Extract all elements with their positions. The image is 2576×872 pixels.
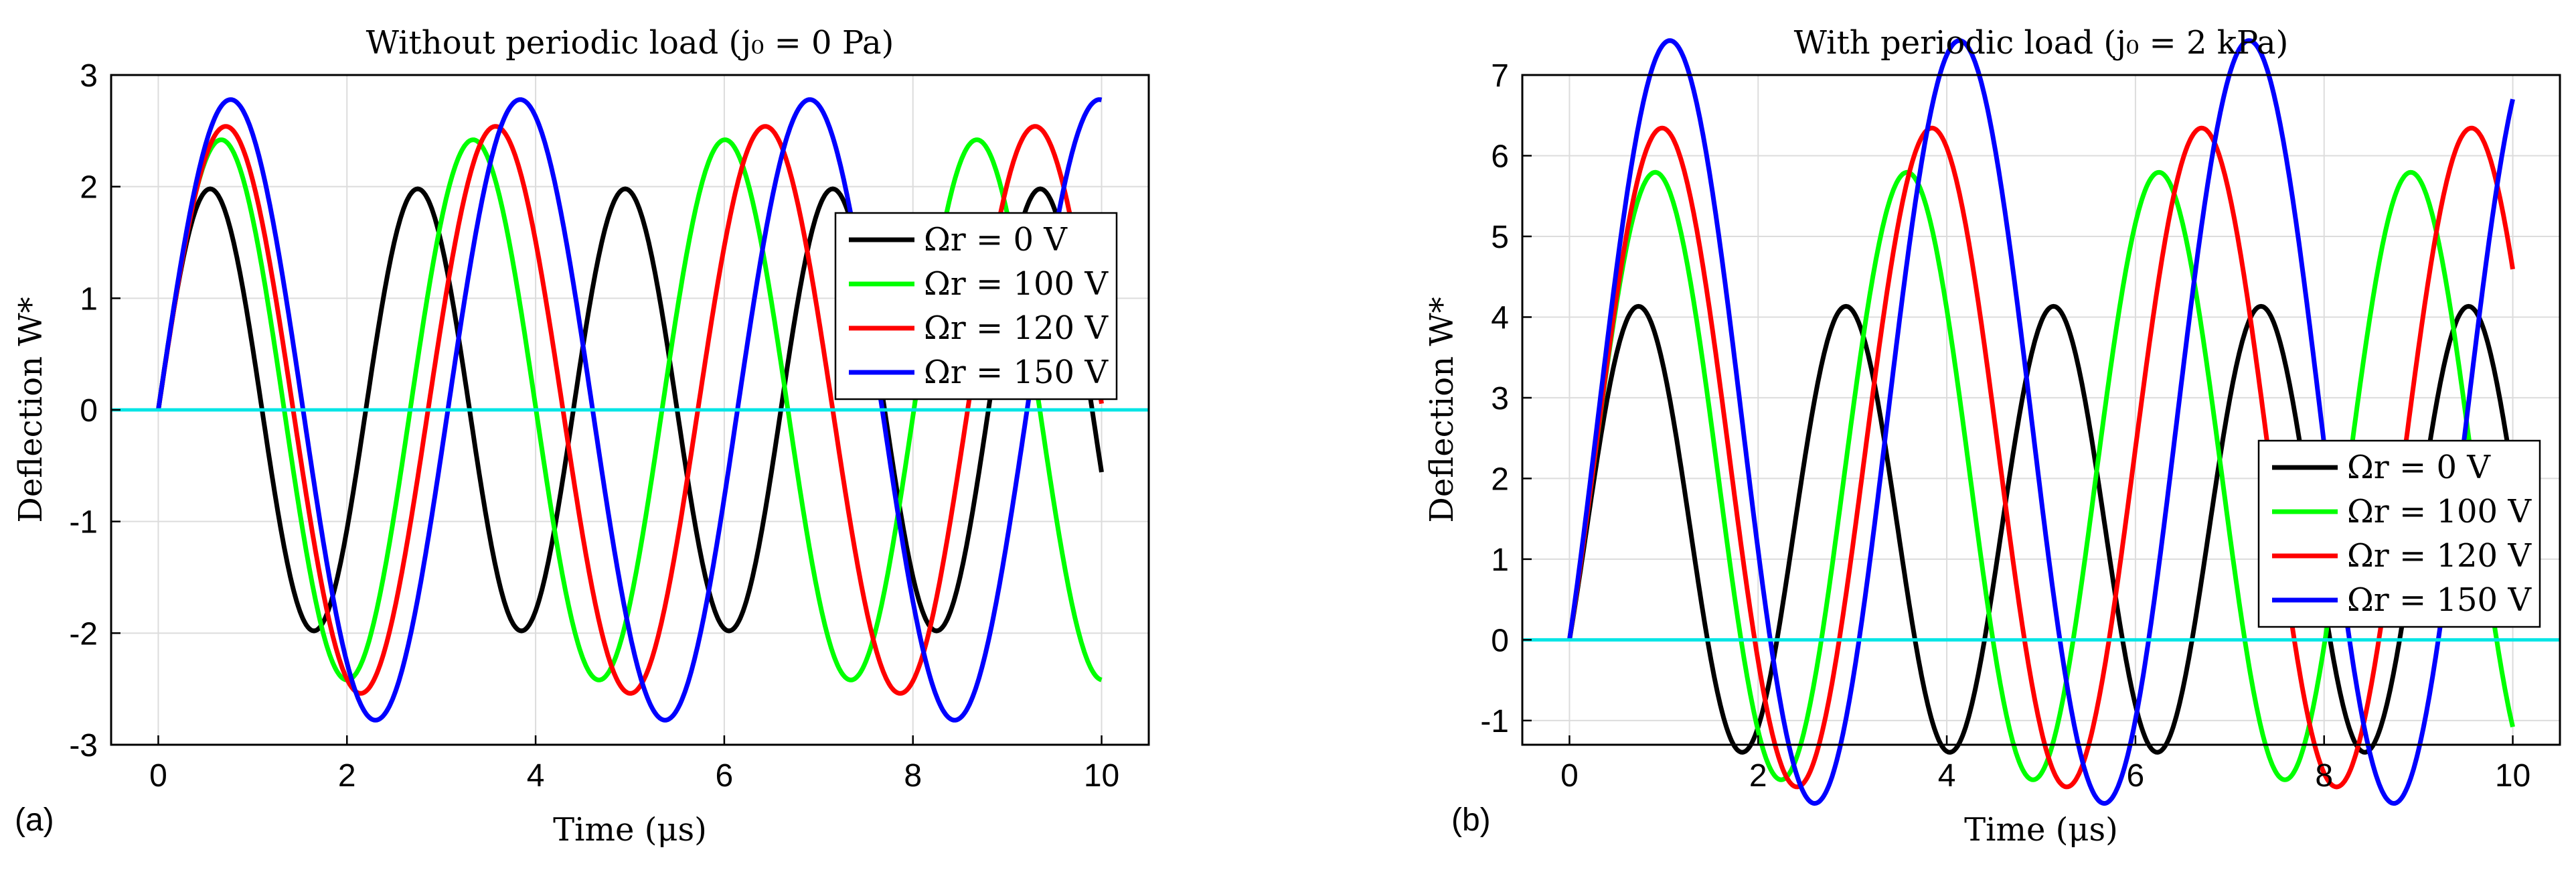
x-tick-label: 2	[338, 758, 356, 794]
legend: Ωr = 0 V Ωr = 100 V Ωr = 120 V Ωr = 150 V	[834, 212, 1118, 401]
y-tick-label: 6	[1491, 139, 1509, 174]
y-tick-label: -1	[1480, 704, 1509, 739]
series-line-2	[156, 124, 1104, 696]
legend: Ωr = 0 V Ωr = 100 V Ωr = 120 V Ωr = 150 V	[2257, 439, 2541, 628]
y-tick-label: -3	[69, 728, 98, 764]
y-tick-label: -2	[69, 616, 98, 652]
series-line-0	[156, 186, 1104, 634]
x-tick-label: 10	[2495, 758, 2530, 794]
y-tick-label: 2	[1491, 461, 1509, 497]
legend-entry: Ωr = 0 V	[924, 221, 1068, 259]
x-tick-label: 0	[1560, 758, 1579, 794]
x-tick-label: 4	[527, 758, 545, 794]
legend-entry: Ωr = 150 V	[924, 354, 1109, 391]
legend-entry: Ωr = 100 V	[924, 265, 1109, 303]
legend-entry: Ωr = 120 V	[924, 309, 1109, 347]
panel-label: (a)	[15, 802, 54, 838]
x-tick-label: 6	[716, 758, 734, 794]
y-tick-label: 7	[1491, 58, 1509, 94]
y-tick-label: 5	[1491, 220, 1509, 255]
y-tick-label: 3	[1491, 381, 1509, 417]
legend-entry: Ωr = 150 V	[2347, 581, 2532, 619]
y-tick-label: 3	[80, 58, 98, 94]
legend-entry: Ωr = 0 V	[2347, 449, 2491, 486]
y-tick-label: 1	[80, 281, 98, 317]
x-tick-label: 8	[904, 758, 922, 794]
legend-box	[834, 212, 1118, 401]
y-tick-label: 1	[1491, 542, 1509, 578]
x-tick-label: 6	[2127, 758, 2145, 794]
series-line-1	[1567, 169, 2515, 782]
panel-label: (b)	[1451, 802, 1491, 838]
x-tick-label: 8	[2315, 758, 2333, 794]
x-tick-label: 10	[1084, 758, 1119, 794]
y-tick-label: 4	[1491, 300, 1509, 336]
y-tick-label: -1	[69, 505, 98, 540]
x-tick-label: 2	[1749, 758, 1767, 794]
series-line-2	[1567, 125, 2515, 790]
x-axis-label: Time (μs)	[553, 811, 707, 849]
y-axis-label: Deflection W*	[12, 297, 50, 522]
y-tick-label: 0	[80, 393, 98, 429]
series-line-0	[1567, 303, 2515, 755]
series-line-3	[156, 97, 1103, 723]
y-tick-label: 2	[80, 170, 98, 206]
series-line-3	[1567, 38, 2515, 806]
legend-entry: Ωr = 120 V	[2347, 537, 2532, 575]
chart-title: Without periodic load (j₀ = 0 Pa)	[366, 24, 894, 62]
legend-box	[2257, 439, 2541, 628]
chart-title: With periodic load (j₀ = 2 kPa)	[1794, 24, 2289, 62]
y-axis-label: Deflection W*	[1423, 297, 1461, 522]
x-tick-label: 4	[1938, 758, 1956, 794]
legend-entry: Ωr = 100 V	[2347, 493, 2532, 530]
y-tick-label: 0	[1491, 623, 1509, 658]
x-tick-label: 0	[149, 758, 167, 794]
chart-panel-b: 0 2 4 6 8 10 -1 0 1 2 3 4 5 6 7 With periodic load (j₀…	[1423, 24, 2561, 849]
chart-panel-a: 0 2 4 6 8 10 -3 -2 -1 0 1 2 3 Without periodic load …	[12, 24, 1150, 849]
x-axis-label: Time (μs)	[1964, 811, 2118, 849]
